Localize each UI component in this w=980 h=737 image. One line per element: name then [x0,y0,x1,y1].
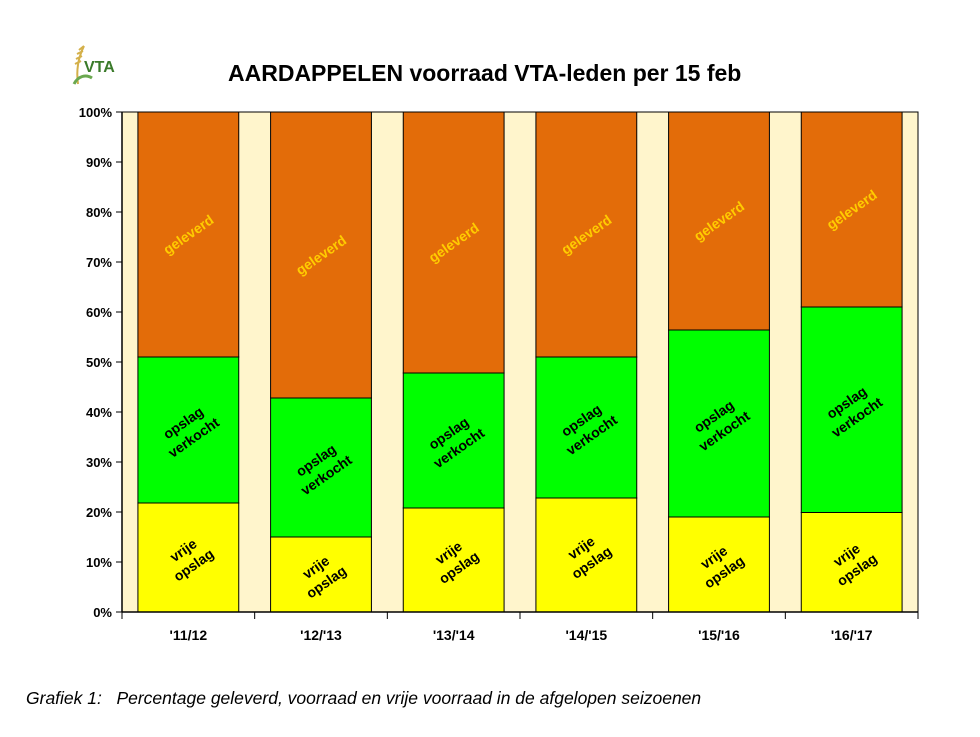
figure-caption: Grafiek 1: Percentage geleverd, voorraad… [26,688,702,708]
x-tick-label: '11/12 [170,627,208,643]
y-tick-label: 80% [86,205,112,220]
y-tick-label: 70% [86,255,112,270]
bar-segment [402,372,505,509]
y-tick-label: 10% [86,555,112,570]
bar-segment [668,111,770,331]
y-tick-label: 40% [86,405,112,420]
y-tick-label: 90% [86,155,112,170]
bar-segment [800,306,903,513]
bar-segment [800,111,903,308]
bar-segment [137,356,240,504]
logo-text: VTA [84,59,115,76]
bar-segment [800,512,903,613]
x-tick-label: '13/'14 [433,627,475,643]
x-tick-label: '15/'16 [698,627,740,643]
y-tick-label: 30% [86,455,112,470]
bar-segment [668,516,770,613]
y-tick-label: 20% [86,505,112,520]
y-tick-label: 100% [79,105,113,120]
bar-segment [137,502,240,613]
bar-segment [270,397,372,538]
bar-segment [668,329,770,518]
bar-segment [535,497,638,613]
wheat-icon [72,45,93,85]
y-axis: 0% 10% 20% 30% 40% 50% 60% 70% 80% 90% 100% [79,105,123,620]
bar-segment [402,111,505,374]
bar-segment [402,507,505,613]
bar-segment [270,111,372,399]
plot-area [121,111,919,613]
bar-segment [535,111,638,358]
y-tick-label: 50% [86,355,112,370]
y-tick-label: 60% [86,305,112,320]
x-tick-label: '12/'13 [300,627,342,643]
bar-segment [270,536,372,613]
bars: vrijeopslagopslagverkochtgeleverdvrijeop… [137,111,903,613]
x-tick-label: '14/'15 [565,627,607,643]
x-tick-label: '16/'17 [831,627,873,643]
x-axis: '11/12 '12/'13 '13/'14 '14/'15 '15/'16 '16/'1… [121,611,919,643]
y-tick-label: 0% [93,605,112,620]
chart-title: AARDAPPELEN voorraad VTA-leden per 15 fe… [228,60,742,86]
vta-logo: VTA [72,45,115,85]
bar-segment [137,111,240,358]
bar-segment [535,356,638,499]
